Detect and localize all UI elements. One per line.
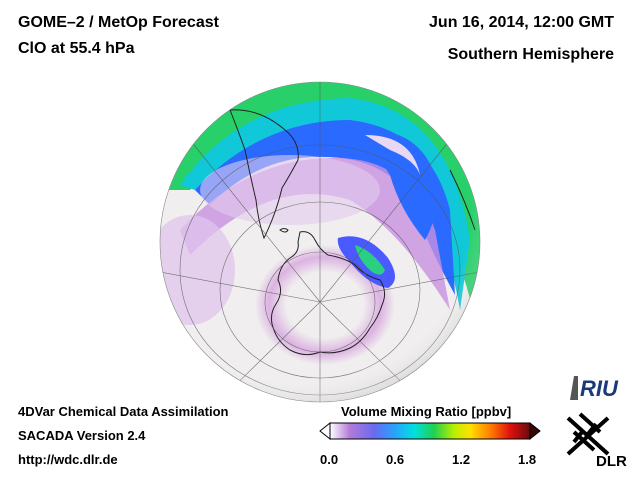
url-label: http://wdc.dlr.de bbox=[18, 452, 118, 467]
riu-logo: RIU bbox=[570, 376, 619, 401]
dlr-logo-mark bbox=[566, 412, 610, 456]
globe-shading bbox=[160, 82, 480, 402]
dlr-logo-text: DLR bbox=[596, 453, 627, 470]
colorbar-tick-1: 0.6 bbox=[386, 452, 405, 467]
species-label: ClO at 55.4 hPa bbox=[18, 40, 135, 57]
hemisphere-label: Southern Hemisphere bbox=[447, 46, 614, 63]
institution-logos: RIU DLR bbox=[566, 376, 627, 470]
riu-logo-text: RIU bbox=[580, 376, 619, 401]
dlr-logo bbox=[566, 412, 610, 456]
colorbar-gradient bbox=[329, 422, 531, 440]
globe-outline bbox=[159, 81, 481, 403]
version-label: SACADA Version 2.4 bbox=[18, 428, 146, 443]
colorbar-title: Volume Mixing Ratio [ppbv] bbox=[341, 404, 512, 419]
globe-map bbox=[159, 81, 481, 403]
map-title: GOME–2 / MetOp Forecast bbox=[18, 14, 219, 31]
forecast-datetime: Jun 16, 2014, 12:00 GMT bbox=[429, 14, 614, 31]
method-label: 4DVar Chemical Data Assimilation bbox=[18, 404, 229, 419]
riu-logo-mark bbox=[570, 376, 578, 400]
colorbar-tick-3: 1.8 bbox=[518, 452, 537, 467]
colorbar-tick-2: 1.2 bbox=[452, 452, 471, 467]
colorbar-right-arrow bbox=[529, 421, 541, 441]
colorbar-left-arrow bbox=[319, 421, 331, 441]
colorbar-tick-0: 0.0 bbox=[320, 452, 339, 467]
colorbar bbox=[319, 421, 541, 441]
